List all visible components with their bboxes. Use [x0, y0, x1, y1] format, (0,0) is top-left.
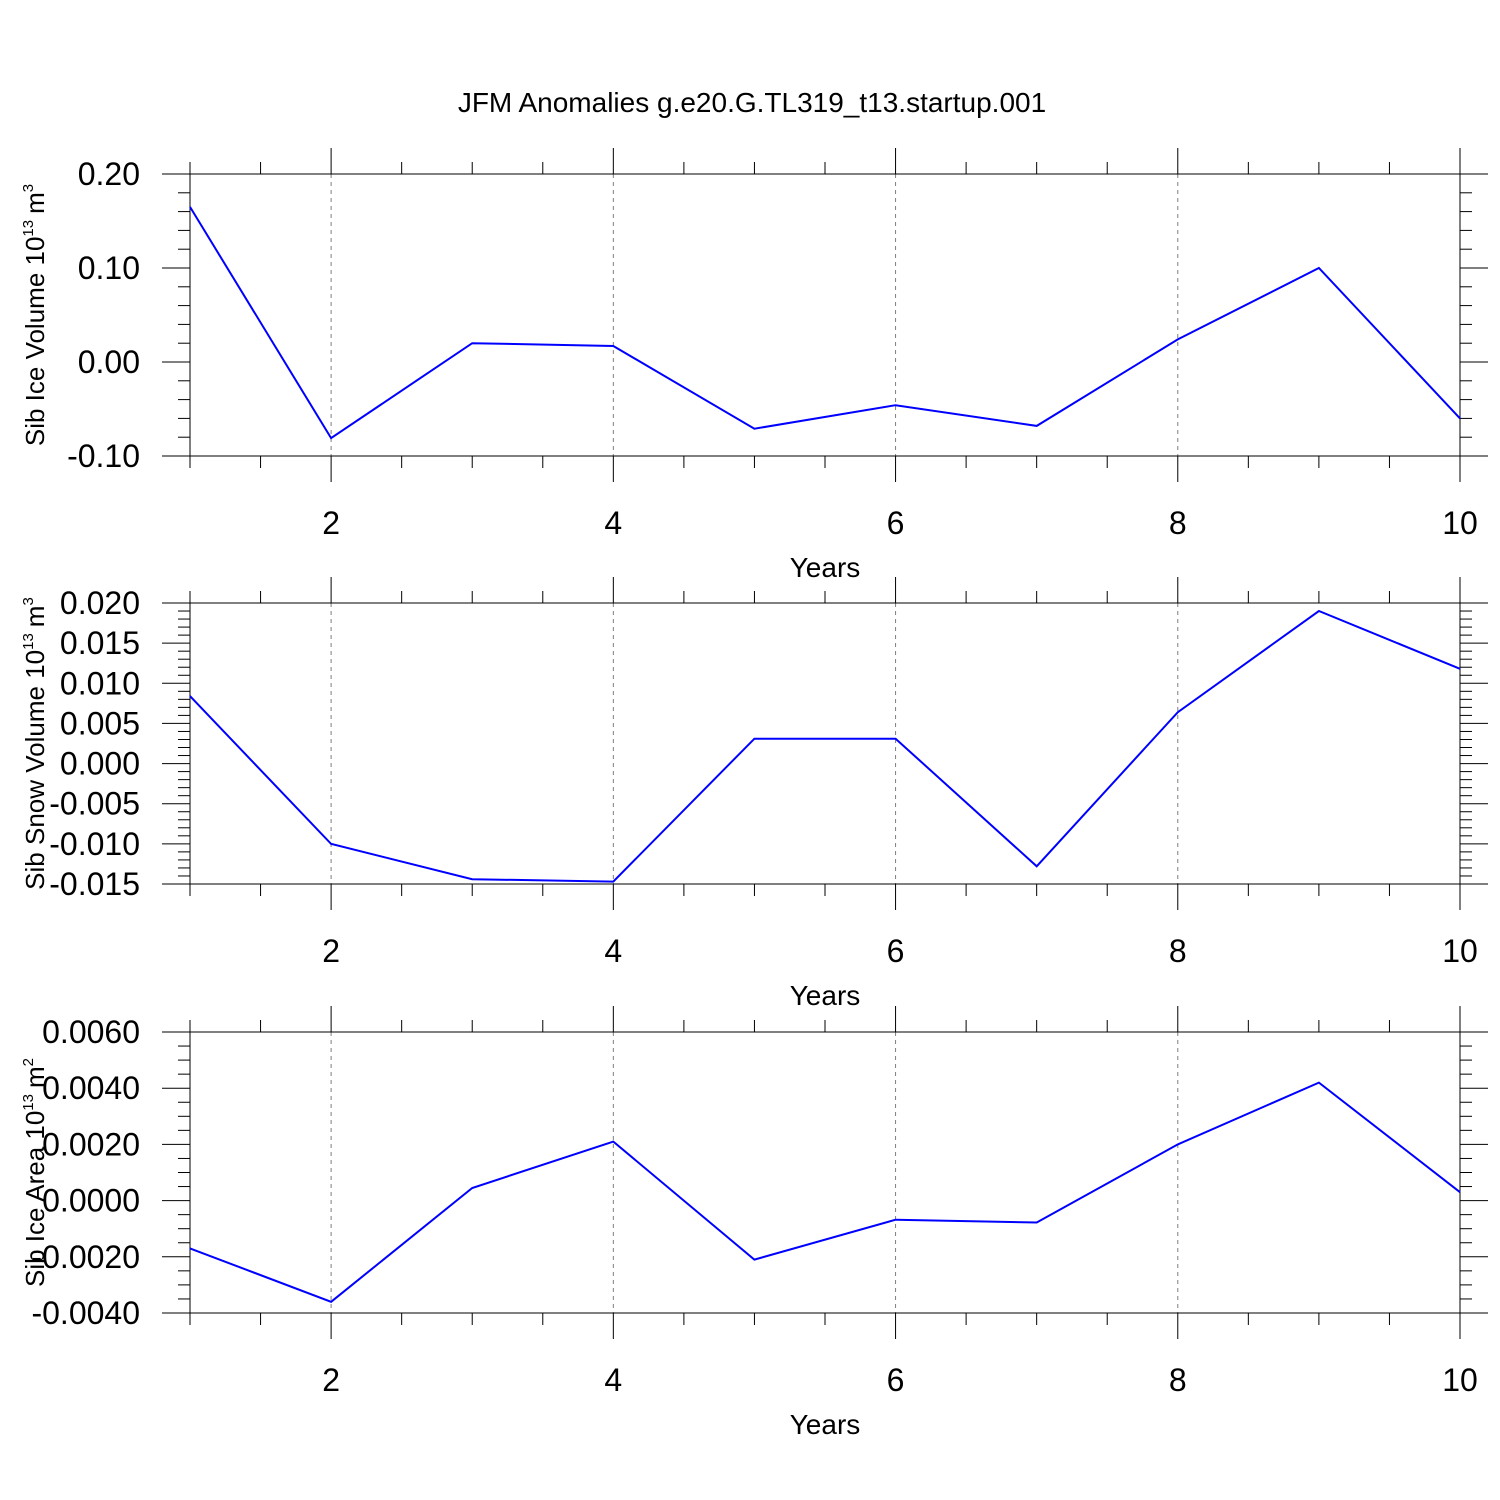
- x-tick-label: 10: [1442, 933, 1478, 969]
- y-axis-label-exponent: 13: [20, 633, 37, 650]
- y-tick-label: -0.10: [67, 438, 140, 474]
- panel-3: 2 4 6 8 10 Years -0.0040 -0.0020 0.0000 0.0020 0.0…: [20, 1006, 1488, 1440]
- series-line: [189, 206, 1461, 440]
- y-axis-label-unit-exponent: 2: [20, 1058, 37, 1066]
- y-tick-label: 0.20: [78, 156, 140, 192]
- y-tick-label: 0.0060: [42, 1014, 140, 1050]
- x-tick-label: 2: [322, 505, 340, 541]
- y-tick-label: -0.0040: [31, 1295, 140, 1331]
- x-tick-label: 4: [604, 1362, 622, 1398]
- x-tick-label: 8: [1169, 505, 1187, 541]
- y-axis-label: Sib Ice Volume 1013 m3: [20, 184, 50, 446]
- x-tick-label: 10: [1442, 505, 1478, 541]
- y-tick-label: 0.00: [78, 344, 140, 380]
- x-tick-label: 2: [322, 1362, 340, 1398]
- series-line: [189, 1081, 1461, 1303]
- x-tick-label: 8: [1169, 1362, 1187, 1398]
- y-tick-label: 0.0000: [42, 1183, 140, 1219]
- y-tick-label: 0.0040: [42, 1070, 140, 1106]
- x-tick-label: 10: [1442, 1362, 1478, 1398]
- y-tick-label: 0.015: [60, 625, 140, 661]
- y-axis-label: Sib Ice Area 1013 m2: [20, 1058, 50, 1287]
- y-tick-label: 0.020: [60, 585, 140, 621]
- y-axis-label-text: Sib Ice Area 10: [20, 1111, 50, 1287]
- y-axis-label-exponent: 13: [20, 220, 37, 237]
- panel-1: 2 4 6 8 10 Years -0.10 0.00 0.10 0.20 Sib Ice Volu…: [20, 148, 1488, 583]
- y-tick-label: -0.005: [49, 786, 140, 822]
- x-axis-label: Years: [790, 980, 861, 1011]
- y-axis-label-exponent: 13: [20, 1094, 37, 1111]
- x-axis-label: Years: [790, 1409, 861, 1440]
- y-tick-label: 0.0020: [42, 1126, 140, 1162]
- y-tick-label: -0.015: [49, 866, 140, 902]
- x-tick-label: 4: [604, 505, 622, 541]
- y-axis-label-unit: m: [20, 1066, 50, 1088]
- figure-title: JFM Anomalies g.e20.G.TL319_t13.startup.…: [458, 87, 1046, 118]
- x-axis-label: Years: [790, 552, 861, 583]
- y-axis-label-text: Sib Snow Volume 10: [20, 650, 50, 890]
- x-tick-label: 6: [887, 933, 905, 969]
- y-axis-label-text: Sib Ice Volume 10: [20, 237, 50, 447]
- y-axis-label: Sib Snow Volume 1013 m3: [20, 597, 50, 890]
- y-tick-label: -0.010: [49, 826, 140, 862]
- y-axis-label-unit: m: [20, 606, 50, 628]
- x-tick-label: 6: [887, 1362, 905, 1398]
- series-line: [189, 609, 1461, 883]
- panel-2: 2 4 6 8 10 Years -0.015 -0.010 -0.005 0.000 0.005 0…: [20, 577, 1488, 1011]
- y-axis-label-unit: m: [20, 192, 50, 214]
- y-tick-label: 0.10: [78, 250, 140, 286]
- y-tick-label: -0.0020: [31, 1239, 140, 1275]
- y-tick-label: 0.000: [60, 746, 140, 782]
- x-tick-label: 2: [322, 933, 340, 969]
- y-axis-label-unit-exponent: 3: [20, 184, 37, 192]
- y-tick-label: 0.005: [60, 705, 140, 741]
- y-axis-label-unit-exponent: 3: [20, 597, 37, 605]
- panels: 2 4 6 8 10 Years -0.10 0.00 0.10 0.20 Sib Ice Volu…: [20, 148, 1488, 1440]
- y-tick-label: 0.010: [60, 665, 140, 701]
- x-tick-label: 8: [1169, 933, 1187, 969]
- x-tick-label: 6: [887, 505, 905, 541]
- x-tick-label: 4: [604, 933, 622, 969]
